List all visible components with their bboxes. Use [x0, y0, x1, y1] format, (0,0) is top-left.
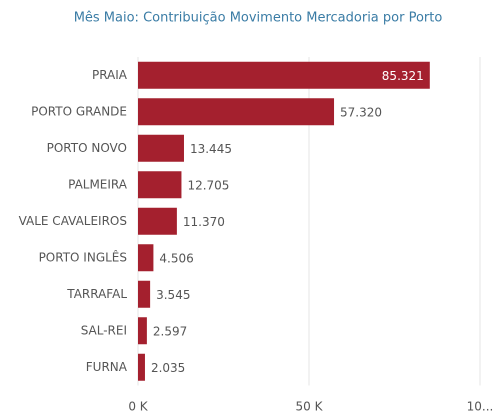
data-label: 13.445: [190, 142, 232, 156]
data-label: 57.320: [340, 105, 382, 119]
x-tick-label: 0 K: [128, 400, 148, 414]
bar: [138, 98, 335, 126]
y-tick-label: SAL-REI: [81, 323, 127, 337]
y-tick-label: VALE CAVALEIROS: [19, 214, 127, 228]
x-tick-label: 50 K: [296, 400, 324, 414]
y-tick-label: TARRAFAL: [66, 287, 127, 301]
data-label: 12.705: [187, 178, 229, 192]
y-tick-label: PALMEIRA: [68, 177, 128, 191]
bar: [138, 61, 430, 89]
y-tick-label: PORTO NOVO: [47, 141, 127, 155]
y-tick-label: PRAIA: [92, 68, 128, 82]
bar: [138, 317, 147, 345]
x-tick-label: 10...: [467, 400, 494, 414]
bar: [138, 280, 151, 308]
bar: [138, 353, 145, 381]
data-label: 2.597: [153, 324, 187, 338]
y-tick-label: PORTO GRANDE: [31, 104, 127, 118]
chart-title: Mês Maio: Contribuição Movimento Mercado…: [74, 11, 443, 26]
y-tick-label: PORTO INGLÊS: [39, 249, 127, 264]
data-label: 3.545: [156, 288, 190, 302]
bar: [138, 134, 184, 162]
data-label: 11.370: [183, 215, 225, 229]
data-label: 4.506: [159, 251, 193, 265]
bar: [138, 171, 182, 199]
y-tick-label: FURNA: [86, 360, 128, 374]
data-label: 85.321: [382, 69, 424, 83]
data-label: 2.035: [151, 361, 185, 375]
bar: [138, 207, 177, 235]
bar: [138, 244, 154, 272]
